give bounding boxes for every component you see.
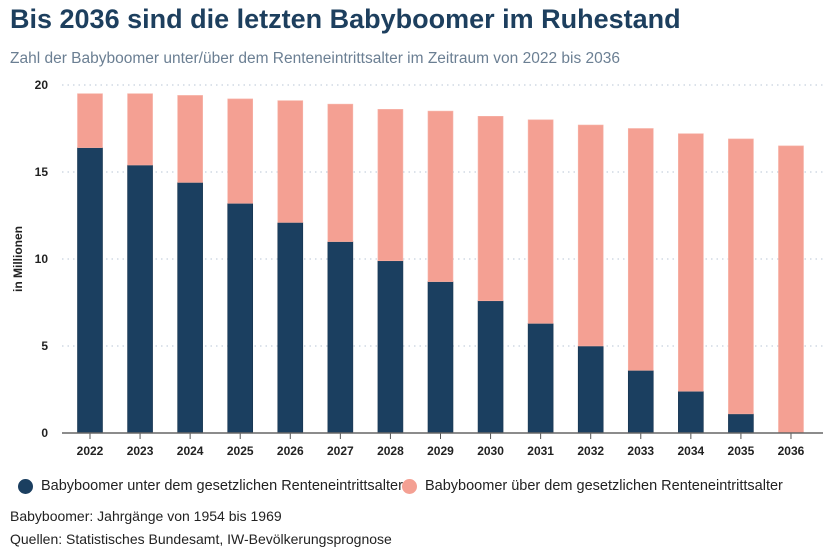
bar-segment-under xyxy=(127,164,153,434)
bar-segment-over xyxy=(527,119,554,324)
bar-segment-over xyxy=(227,98,254,204)
bar-segment-over xyxy=(77,93,103,148)
bar-segment-under xyxy=(277,222,304,434)
x-tick-label: 2036 xyxy=(778,444,805,458)
y-axis-label: in Millionen xyxy=(11,226,25,292)
bar-segment-over xyxy=(627,128,654,371)
x-tick-label: 2022 xyxy=(77,444,104,458)
bar-segment-under xyxy=(377,260,404,434)
x-tick-label: 2035 xyxy=(728,444,755,458)
y-tick-label: 20 xyxy=(35,78,49,92)
bar-segment-over xyxy=(127,93,153,166)
legend-swatch-under xyxy=(18,478,33,494)
bar-segment-under xyxy=(477,300,504,434)
bar-segment-under xyxy=(77,147,103,434)
footnote: Babyboomer: Jahrgänge von 1954 bis 1969 xyxy=(10,508,282,524)
x-tick-label: 2029 xyxy=(427,444,454,458)
x-tick-label: 2034 xyxy=(677,444,704,458)
legend-label-under: Babyboomer unter dem gesetzlichen Renten… xyxy=(41,478,403,494)
bar-segment-over xyxy=(177,95,203,183)
x-tick-label: 2023 xyxy=(127,444,154,458)
x-tick-label: 2024 xyxy=(177,444,204,458)
x-tick-label: 2027 xyxy=(327,444,354,458)
x-tick-label: 2025 xyxy=(227,444,254,458)
x-tick-label: 2031 xyxy=(527,444,554,458)
bar-segment-over xyxy=(327,103,354,242)
y-tick-label: 15 xyxy=(35,165,49,179)
bar-segment-over xyxy=(427,110,454,282)
bar-segment-under xyxy=(177,182,203,434)
chart-subtitle: Zahl der Babyboomer unter/über dem Rente… xyxy=(10,50,620,67)
x-tick-label: 2030 xyxy=(477,444,504,458)
bar-segment-over xyxy=(678,133,704,392)
bar-segment-under xyxy=(577,345,604,434)
bar-segment-under xyxy=(728,413,754,434)
bar-segment-over xyxy=(377,109,404,262)
x-tick-label: 2032 xyxy=(577,444,604,458)
legend-swatch-over xyxy=(402,478,417,494)
y-tick-label: 10 xyxy=(35,252,49,266)
bar-segment-under xyxy=(327,241,354,434)
bar-segment-under xyxy=(527,323,554,434)
bar-segment-under xyxy=(627,370,654,434)
legend-item-over: Babyboomer über dem gesetzlichen Rentene… xyxy=(402,478,783,494)
y-tick-label: 5 xyxy=(41,339,48,353)
bar-segment-under xyxy=(227,203,254,434)
x-tick-label: 2033 xyxy=(627,444,654,458)
x-tick-label: 2026 xyxy=(277,444,304,458)
bar-segment-over xyxy=(778,145,804,434)
legend-item-under: Babyboomer unter dem gesetzlichen Renten… xyxy=(18,478,403,494)
bar-segment-under xyxy=(427,281,454,434)
sources: Quellen: Statistisches Bundesamt, IW-Bev… xyxy=(10,531,392,547)
stacked-bar-chart: 0 5 10 15 20 in Millionen 2022 2023 2024 2025 2026… xyxy=(11,78,823,458)
y-tick-label: 0 xyxy=(41,426,48,440)
chart-title: Bis 2036 sind die letzten Babyboomer im … xyxy=(10,4,681,34)
bar-segment-over xyxy=(728,138,754,415)
bar-segment-over xyxy=(477,116,504,302)
bar-segment-over xyxy=(277,100,304,223)
bar-segment-under xyxy=(678,390,704,434)
x-tick-label: 2028 xyxy=(377,444,404,458)
bar-segment-over xyxy=(577,124,604,347)
legend-label-over: Babyboomer über dem gesetzlichen Rentene… xyxy=(425,478,783,494)
